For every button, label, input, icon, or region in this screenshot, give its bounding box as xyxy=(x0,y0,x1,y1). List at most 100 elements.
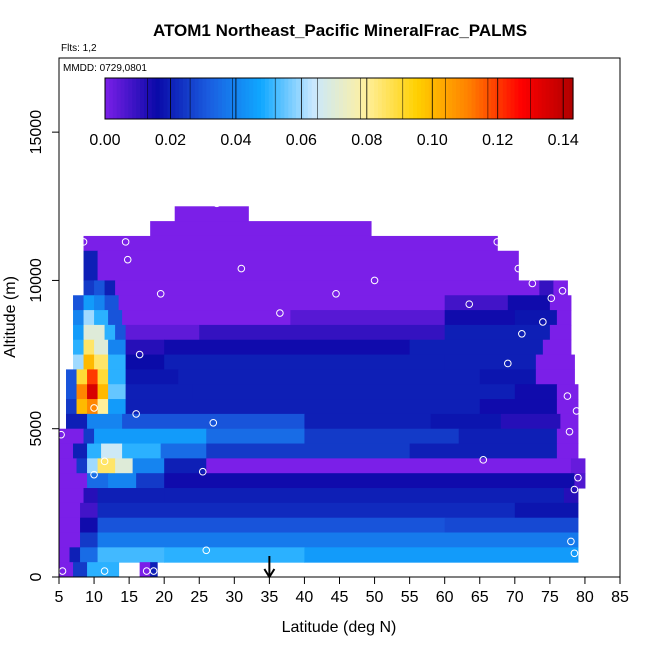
colorbar-swatch xyxy=(292,78,297,119)
heatmap-cell xyxy=(83,488,99,504)
colorbar-swatch xyxy=(194,78,200,119)
colorbar-swatch xyxy=(198,78,204,119)
heatmap-cell xyxy=(83,339,95,356)
colorbar-tick-label: 0.00 xyxy=(89,132,120,149)
colorbar-swatch xyxy=(479,78,484,119)
colorbar-tick-label: 0.02 xyxy=(155,132,186,149)
colorbar-swatch xyxy=(541,78,547,119)
colorbar-swatch xyxy=(374,78,379,119)
x-tick-label: 20 xyxy=(155,589,173,606)
colorbar-swatch xyxy=(339,78,344,119)
heatmap-cell xyxy=(514,384,558,400)
sample-point xyxy=(209,418,218,427)
heatmap-cell xyxy=(73,354,85,370)
x-tick-label: 35 xyxy=(260,589,278,606)
colorbar-swatch xyxy=(190,78,196,119)
colorbar-swatch xyxy=(112,78,118,119)
sample-point xyxy=(567,537,575,546)
colorbar-swatch xyxy=(545,78,551,119)
heatmap-cell xyxy=(206,399,481,415)
colorbar-swatch xyxy=(514,78,519,119)
heatmap-cell xyxy=(94,310,109,326)
colorbar-swatch xyxy=(436,78,441,119)
heatmap-cell xyxy=(507,295,551,311)
heatmap-cell xyxy=(59,428,85,445)
colorbar-swatch xyxy=(537,78,543,119)
y-tick-label: 15000 xyxy=(28,110,45,155)
colorbar-swatch xyxy=(147,78,153,119)
sample-point xyxy=(479,456,488,464)
colorbar-swatch xyxy=(397,78,402,119)
colorbar-swatch xyxy=(432,78,438,119)
colorbar-swatch xyxy=(362,78,367,119)
heatmap-cell xyxy=(66,369,78,385)
colorbar-swatch xyxy=(311,78,317,119)
colorbar-swatch xyxy=(393,78,399,119)
sample-point xyxy=(332,289,340,298)
x-tick-label: 80 xyxy=(576,589,594,606)
x-tick-label: 65 xyxy=(471,589,489,606)
sample-point xyxy=(558,287,567,295)
heatmap-cell xyxy=(199,324,446,341)
sample-point xyxy=(121,238,130,246)
heatmap-cell xyxy=(539,280,554,296)
x-tick-label: 5 xyxy=(55,589,64,606)
heatmap-cell xyxy=(59,443,74,459)
sample-point xyxy=(202,546,211,555)
colorbar-swatch xyxy=(506,78,512,119)
colorbar-swatch xyxy=(253,78,258,119)
colorbar-swatch xyxy=(140,78,145,119)
colorbar-tick-label: 0.04 xyxy=(220,132,251,149)
heatmap-cell xyxy=(83,354,95,370)
y-axis: 0 5000 10000 15000 xyxy=(28,110,59,581)
heatmap-cell xyxy=(122,413,305,430)
colorbar-swatch xyxy=(268,78,274,119)
x-tick-label: 55 xyxy=(401,589,419,606)
sample-point xyxy=(57,430,65,439)
heatmap-cell xyxy=(80,547,99,563)
x-tick-label: 30 xyxy=(225,589,243,606)
heatmap-cell xyxy=(164,488,565,504)
heatmap-cell xyxy=(570,458,586,474)
colorbar-swatch xyxy=(385,78,391,119)
heatmap-cell xyxy=(94,339,109,356)
colorbar-swatch xyxy=(276,78,282,119)
heatmap-cell xyxy=(97,369,109,385)
heatmap-cell xyxy=(514,310,558,326)
colorbar-swatch xyxy=(534,78,539,119)
sample-point xyxy=(149,567,158,575)
heatmap-cell xyxy=(94,295,106,311)
colorbar-swatch xyxy=(288,78,293,119)
y-tick-label: 10000 xyxy=(28,258,45,303)
heatmap-cell xyxy=(97,384,109,400)
heatmap-cell xyxy=(108,399,127,415)
x-axis: 5 10 15 20 25 30 35 40 45 50 55 60 65 70 75 80 85 xyxy=(55,577,629,606)
colorbar-swatch xyxy=(179,78,184,119)
colorbar-swatch xyxy=(475,78,480,119)
x-tick-label: 50 xyxy=(366,589,384,606)
sample-point xyxy=(123,255,132,264)
colorbar-swatch xyxy=(151,78,157,119)
colorbar-swatch xyxy=(241,78,246,119)
heatmap-cell xyxy=(59,458,78,474)
x-tick-label: 75 xyxy=(541,589,559,606)
colorbar-swatch xyxy=(225,78,231,119)
heatmap-cell xyxy=(192,384,516,400)
colorbar-swatch xyxy=(413,78,418,119)
sample-point xyxy=(370,276,379,285)
colorbar-swatch xyxy=(222,78,227,119)
colorbar-swatch xyxy=(522,78,527,119)
heatmap-cell xyxy=(563,488,579,504)
heatmap-cells xyxy=(59,206,586,578)
heatmap-cell xyxy=(73,295,85,311)
sample-point xyxy=(493,238,502,246)
heatmap-cell xyxy=(178,369,481,385)
heatmap-cell xyxy=(59,532,81,548)
heatmap-cell xyxy=(87,562,120,578)
colorbar-swatch xyxy=(401,78,406,119)
colorbar-swatch xyxy=(420,78,426,119)
colorbar-swatch xyxy=(155,78,161,119)
heatmap-cell xyxy=(164,547,305,563)
heatmap-cell xyxy=(76,399,88,415)
